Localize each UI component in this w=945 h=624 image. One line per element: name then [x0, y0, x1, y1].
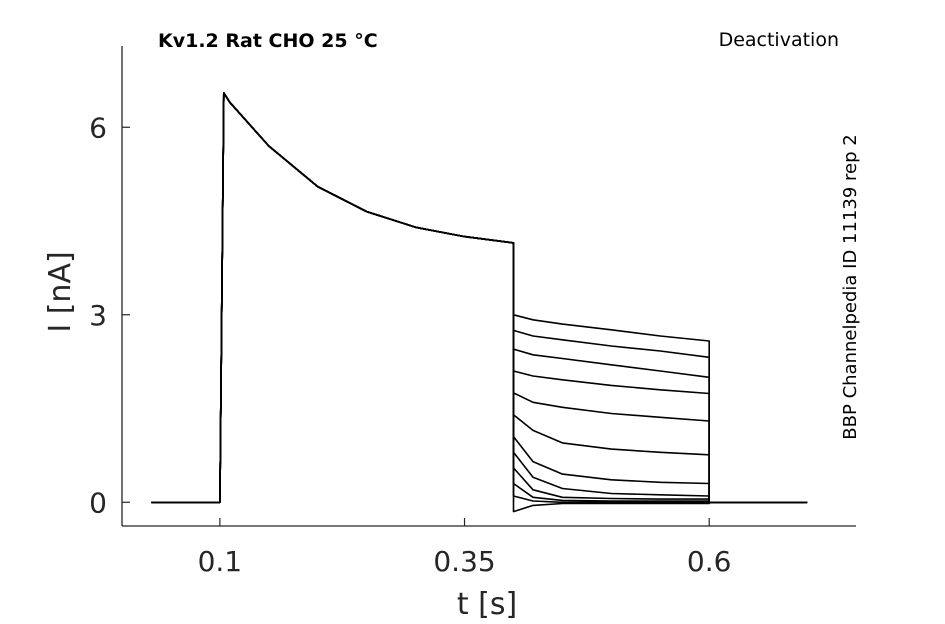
y-tick-label: 3	[89, 299, 107, 332]
x-ticks: 0.1 0.35 0.6	[198, 518, 732, 578]
x-tick-label: 0.6	[687, 545, 732, 578]
traces	[151, 92, 808, 513]
protocol-label: Deactivation	[719, 29, 839, 51]
trace-line-5	[151, 92, 808, 504]
y-tick-label: 6	[89, 111, 107, 144]
trace-line-12	[151, 92, 808, 513]
x-tick-label: 0.35	[433, 545, 495, 578]
chart-title: Kv1.2 Rat CHO 25 °C	[158, 30, 378, 52]
x-axis-label: t [s]	[457, 587, 517, 622]
x-tick-label: 0.1	[198, 545, 243, 578]
y-tick-label: 0	[89, 486, 107, 519]
side-label: BBP Channelpedia ID 11139 rep 2	[840, 134, 861, 439]
y-ticks: 0 3 6	[89, 111, 130, 519]
y-axis-label: I [nA]	[43, 251, 78, 332]
